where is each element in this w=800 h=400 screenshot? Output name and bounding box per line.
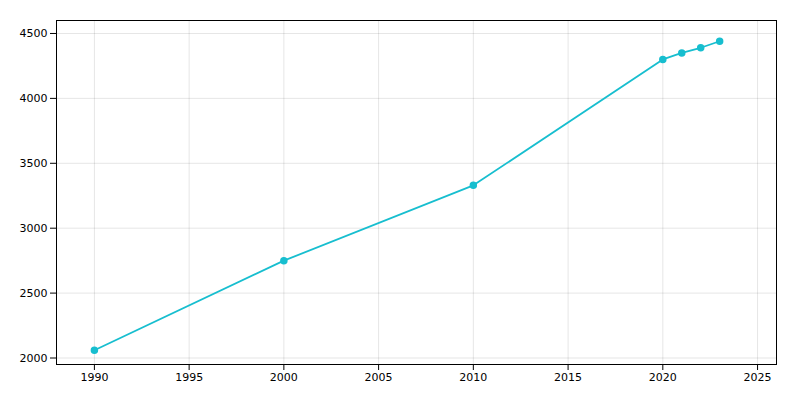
svg-text:3500: 3500 (20, 157, 48, 170)
svg-text:2015: 2015 (554, 371, 582, 384)
svg-text:2025: 2025 (744, 371, 772, 384)
svg-text:2010: 2010 (459, 371, 487, 384)
svg-text:4500: 4500 (20, 27, 48, 40)
svg-text:2020: 2020 (649, 371, 677, 384)
svg-text:3000: 3000 (20, 222, 48, 235)
svg-text:2000: 2000 (270, 371, 298, 384)
svg-text:2005: 2005 (365, 371, 393, 384)
svg-text:4000: 4000 (20, 92, 48, 105)
svg-text:1990: 1990 (80, 371, 108, 384)
svg-text:2500: 2500 (20, 287, 48, 300)
svg-text:2000: 2000 (20, 352, 48, 365)
svg-text:1995: 1995 (175, 371, 203, 384)
